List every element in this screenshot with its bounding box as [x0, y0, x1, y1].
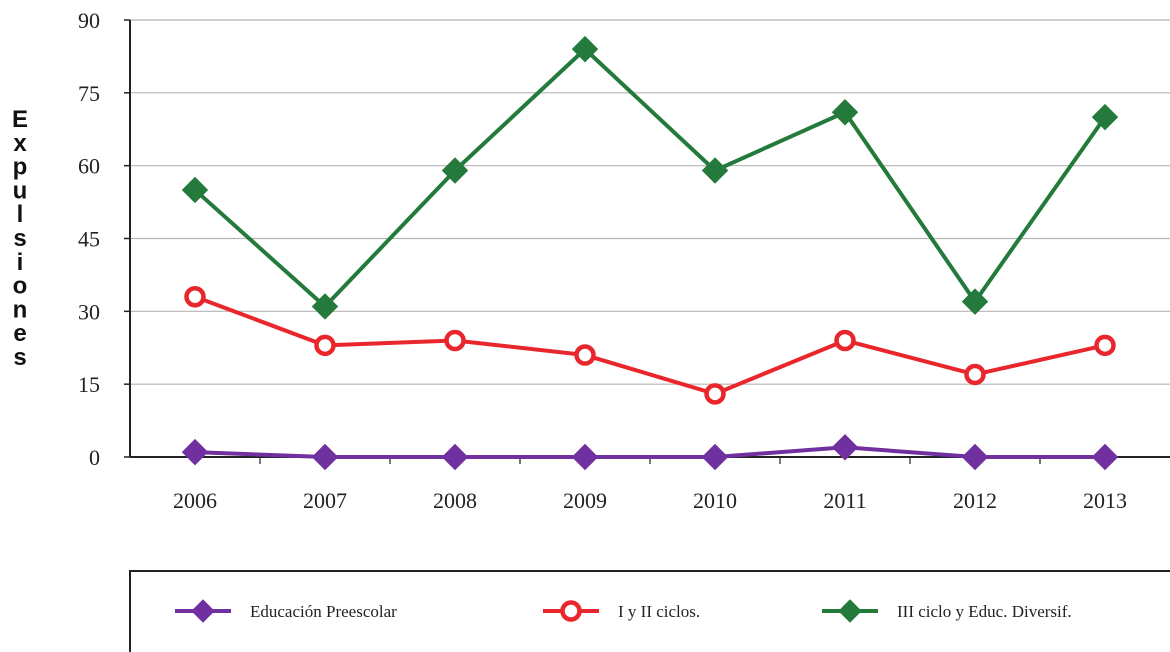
data-point — [444, 329, 466, 352]
series-line — [193, 47, 1107, 309]
data-point — [961, 443, 989, 471]
legend-label: Educación Preescolar — [250, 602, 397, 621]
y-axis-label-char: n — [13, 296, 28, 323]
data-point — [571, 35, 599, 63]
y-tick-label: 75 — [78, 81, 100, 106]
y-tick-labels: 0 15 30 45 60 75 90 — [78, 8, 100, 470]
data-point — [831, 434, 859, 461]
data-point — [314, 334, 336, 357]
data-point — [701, 443, 729, 471]
y-axis-label-char: p — [13, 154, 28, 181]
y-tick-label: 45 — [78, 227, 100, 252]
data-point — [834, 329, 856, 352]
y-tick-label: 30 — [78, 299, 100, 324]
data-point — [704, 383, 726, 405]
data-point — [181, 438, 209, 466]
y-axis-label-char: o — [13, 273, 28, 300]
x-tick-label: 2009 — [563, 488, 607, 513]
data-point — [311, 293, 339, 320]
data-point — [1091, 103, 1119, 131]
x-tick-label: 2010 — [693, 488, 737, 513]
y-axis-label-char: s — [13, 344, 26, 371]
axes — [124, 19, 1170, 464]
y-axis-label-char: x — [13, 130, 27, 157]
y-axis-label-char: e — [13, 320, 26, 347]
data-point — [441, 157, 469, 184]
data-point — [311, 443, 339, 471]
legend-label: I y II ciclos. — [618, 602, 700, 621]
data-point — [1091, 443, 1119, 471]
x-tick-label: 2007 — [303, 488, 347, 513]
series-line — [194, 445, 1105, 459]
legend-label: III ciclo y Educ. Diversif. — [897, 602, 1072, 621]
data-point — [574, 344, 596, 366]
data-point — [1094, 334, 1116, 357]
data-point — [571, 443, 599, 471]
data-point — [181, 176, 209, 204]
x-tick-label: 2006 — [173, 488, 217, 513]
data-point — [701, 157, 729, 184]
x-tick-label: 2008 — [433, 488, 477, 513]
x-tick-label: 2013 — [1083, 488, 1127, 513]
data-point — [184, 286, 206, 308]
y-axis-label-char: l — [17, 201, 24, 228]
y-axis-label-char: s — [13, 225, 26, 252]
series-line — [194, 294, 1106, 396]
y-axis-label-char: u — [13, 177, 28, 204]
y-axis-label-char: i — [17, 249, 24, 276]
y-tick-label: 15 — [78, 372, 100, 397]
y-tick-label: 90 — [78, 8, 100, 33]
x-tick-labels: 2006 2007 2008 2009 2010 2011 2012 2013 — [173, 488, 1127, 513]
data-point — [964, 363, 986, 386]
legend-swatch-marker — [838, 599, 862, 623]
legend-swatch-marker — [191, 599, 215, 623]
data-point — [831, 99, 859, 126]
legend-swatch-marker — [560, 600, 582, 622]
data-point — [961, 288, 989, 315]
gridlines — [130, 19, 1170, 385]
series-group — [181, 35, 1119, 471]
y-axis-label-char: E — [12, 106, 28, 133]
legend: Educación Preescolar I y II ciclos. III ci… — [129, 570, 1170, 652]
y-tick-label: 0 — [89, 445, 100, 470]
x-tick-label: 2011 — [823, 488, 866, 513]
legend-box — [129, 570, 1170, 652]
x-tick-label: 2012 — [953, 488, 997, 513]
y-tick-label: 60 — [78, 154, 100, 179]
data-point — [441, 443, 469, 471]
